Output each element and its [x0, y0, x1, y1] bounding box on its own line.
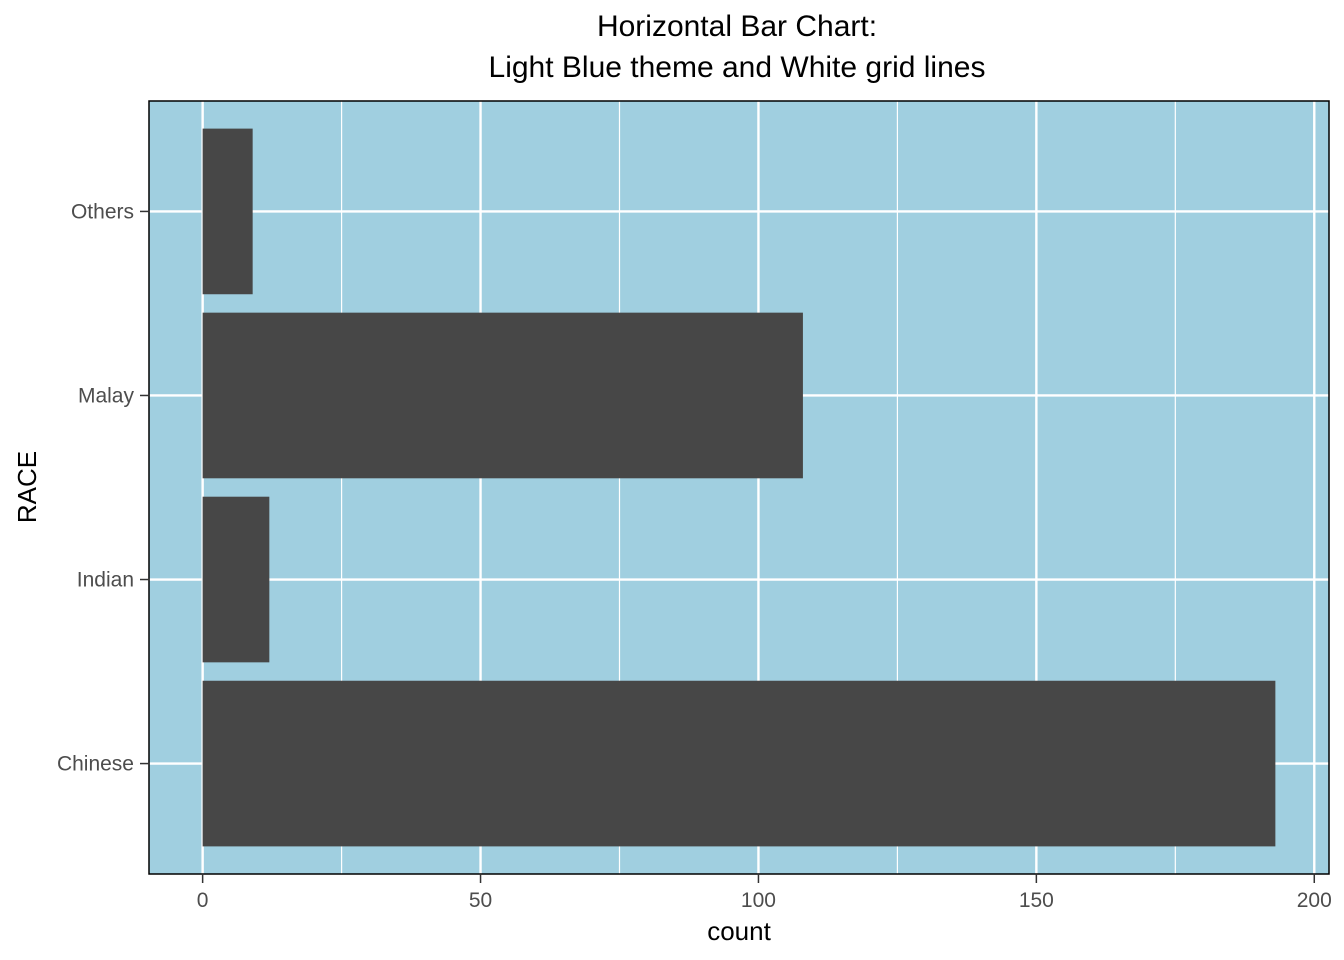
y-axis-title: RACE — [12, 451, 42, 523]
x-axis: 0 50 100 150 200 — [197, 874, 1332, 912]
bar-malay — [202, 312, 803, 479]
bars — [202, 128, 1276, 847]
bar-indian — [202, 496, 270, 663]
bar-chinese — [202, 680, 1276, 847]
bar-others — [202, 128, 253, 295]
y-tick-label: Others — [71, 200, 134, 223]
x-tick-label: 100 — [741, 889, 776, 912]
y-tick-label: Chinese — [57, 753, 134, 776]
y-tick-label: Malay — [78, 384, 135, 407]
x-tick-label: 0 — [197, 889, 209, 912]
y-axis: Chinese Indian Malay Others — [57, 200, 149, 776]
y-tick-label: Indian — [77, 569, 134, 592]
panel-border — [148, 100, 1330, 875]
x-tick-label: 50 — [469, 889, 492, 912]
chart-title-line-2: Light Blue theme and White grid lines — [489, 51, 986, 84]
x-tick-label: 150 — [1019, 889, 1054, 912]
x-tick-label: 200 — [1297, 889, 1332, 912]
x-axis-title: count — [707, 916, 771, 946]
chart-title-line-1: Horizontal Bar Chart: — [597, 10, 877, 43]
